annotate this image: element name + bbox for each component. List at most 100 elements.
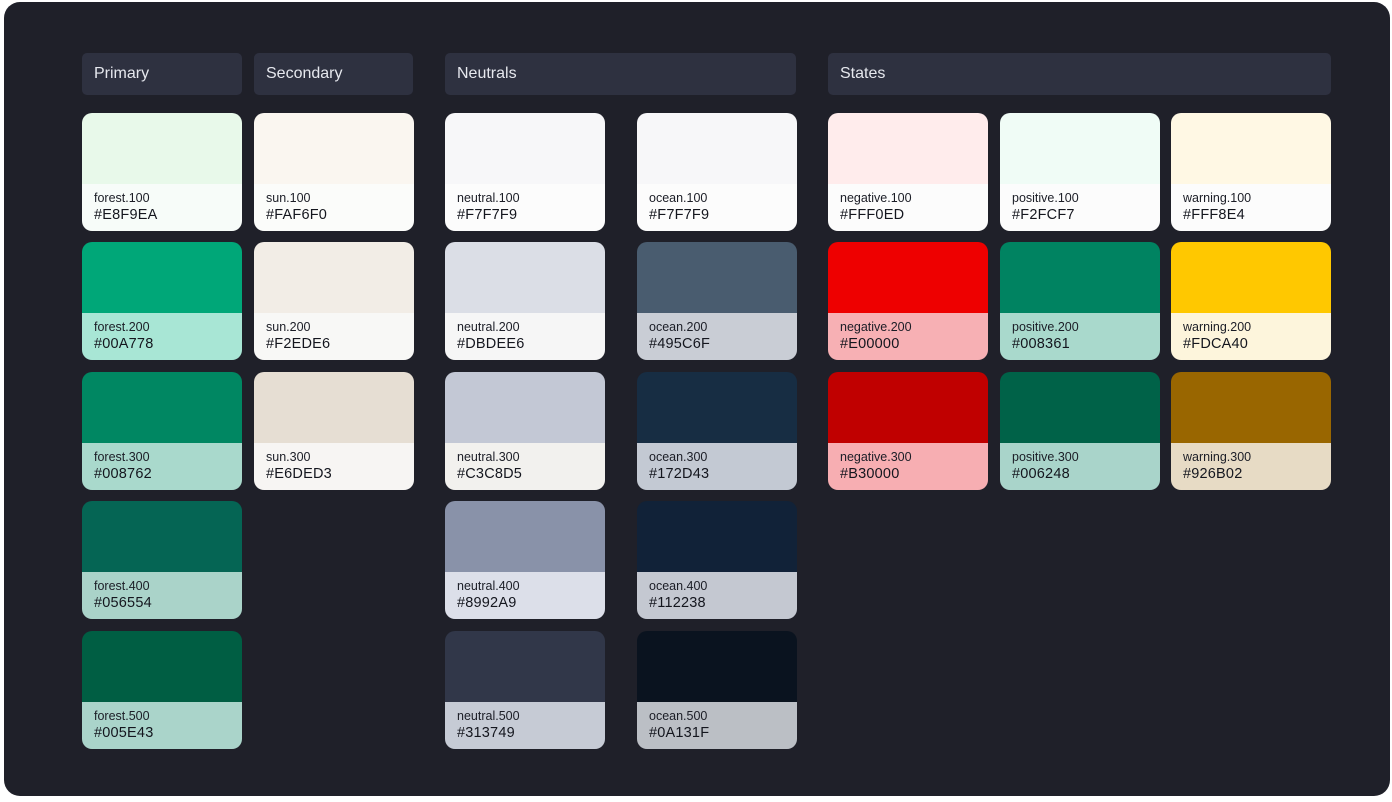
swatch-hex: #0A131F	[649, 725, 710, 741]
swatch-card[interactable]: neutral.400 #8992A9	[445, 501, 605, 619]
swatch-hex: #172D43	[649, 466, 710, 482]
swatch-card[interactable]: negative.200 #E00000	[828, 242, 988, 360]
swatch-color	[82, 631, 242, 702]
swatch-info: positive.100 #F2FCF7	[1000, 184, 1160, 231]
swatch-hex: #00A778	[94, 336, 154, 352]
swatch-hex: #006248	[1012, 466, 1070, 482]
swatch-info: neutral.200 #DBDEE6	[445, 313, 605, 360]
group-header-secondary: Secondary	[254, 53, 413, 95]
swatch-card[interactable]: sun.100 #FAF6F0	[254, 113, 414, 231]
swatch-color	[254, 242, 414, 313]
swatch-color	[445, 372, 605, 443]
swatch-info: negative.100 #FFF0ED	[828, 184, 988, 231]
swatch-card[interactable]: forest.100 #E8F9EA	[82, 113, 242, 231]
swatch-info: ocean.400 #112238	[637, 572, 797, 619]
swatch-color	[637, 242, 797, 313]
swatch-info: ocean.300 #172D43	[637, 443, 797, 490]
swatch-color	[1171, 372, 1331, 443]
swatch-card[interactable]: neutral.100 #F7F7F9	[445, 113, 605, 231]
swatch-card[interactable]: sun.200 #F2EDE6	[254, 242, 414, 360]
swatch-card[interactable]: neutral.500 #313749	[445, 631, 605, 749]
swatch-card[interactable]: ocean.300 #172D43	[637, 372, 797, 490]
swatch-card[interactable]: neutral.300 #C3C8D5	[445, 372, 605, 490]
swatch-card[interactable]: ocean.400 #112238	[637, 501, 797, 619]
swatch-info: ocean.100 #F7F7F9	[637, 184, 797, 231]
swatch-name: positive.300	[1012, 450, 1079, 464]
swatch-info: ocean.500 #0A131F	[637, 702, 797, 749]
swatch-hex: #056554	[94, 595, 152, 611]
swatch-info: forest.500 #005E43	[82, 702, 242, 749]
swatch-name: positive.200	[1012, 320, 1079, 334]
swatch-card[interactable]: negative.300 #B30000	[828, 372, 988, 490]
swatch-color	[445, 242, 605, 313]
swatch-hex: #008762	[94, 466, 152, 482]
swatch-color	[445, 113, 605, 184]
swatch-card[interactable]: ocean.200 #495C6F	[637, 242, 797, 360]
group-title: States	[840, 65, 886, 82]
swatch-info: forest.200 #00A778	[82, 313, 242, 360]
swatch-name: warning.300	[1183, 450, 1252, 464]
swatch-card[interactable]: ocean.100 #F7F7F9	[637, 113, 797, 231]
swatch-info: forest.400 #056554	[82, 572, 242, 619]
swatch-hex: #DBDEE6	[457, 336, 525, 352]
group-header-states: States	[828, 53, 1331, 95]
swatch-name: forest.200	[94, 320, 150, 334]
swatch-hex: #E00000	[840, 336, 900, 352]
swatch-name: negative.200	[840, 320, 912, 334]
swatch-card[interactable]: sun.300 #E6DED3	[254, 372, 414, 490]
swatch-hex: #008361	[1012, 336, 1070, 352]
swatch-color	[445, 631, 605, 702]
swatch-card[interactable]: positive.100 #F2FCF7	[1000, 113, 1160, 231]
swatch-name: ocean.400	[649, 579, 708, 593]
swatch-name: forest.300	[94, 450, 150, 464]
swatch-card[interactable]: ocean.500 #0A131F	[637, 631, 797, 749]
swatch-name: forest.500	[94, 709, 150, 723]
swatch-hex: #FFF8E4	[1183, 207, 1245, 223]
swatch-hex: #E6DED3	[266, 466, 332, 482]
swatch-name: ocean.300	[649, 450, 708, 464]
swatch-name: neutral.500	[457, 709, 520, 723]
swatch-card[interactable]: negative.100 #FFF0ED	[828, 113, 988, 231]
swatch-hex: #E8F9EA	[94, 207, 158, 223]
swatch-color	[828, 372, 988, 443]
group-title: Secondary	[266, 65, 343, 82]
swatch-hex: #313749	[457, 725, 515, 741]
swatch-hex: #F7F7F9	[457, 207, 518, 223]
swatch-color	[445, 501, 605, 572]
swatch-card[interactable]: forest.300 #008762	[82, 372, 242, 490]
swatch-color	[254, 113, 414, 184]
swatch-color	[828, 113, 988, 184]
group-title: Primary	[94, 65, 150, 82]
swatch-name: neutral.400	[457, 579, 520, 593]
swatch-card[interactable]: warning.100 #FFF8E4	[1171, 113, 1331, 231]
swatch-card[interactable]: positive.300 #006248	[1000, 372, 1160, 490]
swatch-info: forest.100 #E8F9EA	[82, 184, 242, 231]
swatch-hex: #495C6F	[649, 336, 711, 352]
swatch-color	[82, 372, 242, 443]
swatch-color	[637, 501, 797, 572]
swatch-name: ocean.500	[649, 709, 708, 723]
swatch-card[interactable]: forest.500 #005E43	[82, 631, 242, 749]
swatch-card[interactable]: neutral.200 #DBDEE6	[445, 242, 605, 360]
swatch-name: sun.100	[266, 191, 311, 205]
swatch-color	[1171, 113, 1331, 184]
swatch-card[interactable]: forest.400 #056554	[82, 501, 242, 619]
swatch-card[interactable]: positive.200 #008361	[1000, 242, 1160, 360]
group-title: Neutrals	[457, 65, 517, 82]
swatch-name: negative.100	[840, 191, 912, 205]
swatch-hex: #F2EDE6	[266, 336, 331, 352]
swatch-name: negative.300	[840, 450, 912, 464]
swatch-color	[254, 372, 414, 443]
swatch-name: ocean.100	[649, 191, 708, 205]
swatch-info: warning.100 #FFF8E4	[1171, 184, 1331, 231]
swatch-info: warning.300 #926B02	[1171, 443, 1331, 490]
swatch-card[interactable]: warning.300 #926B02	[1171, 372, 1331, 490]
swatch-info: sun.200 #F2EDE6	[254, 313, 414, 360]
swatch-name: forest.100	[94, 191, 150, 205]
swatch-color	[1171, 242, 1331, 313]
swatch-color	[637, 631, 797, 702]
swatch-info: positive.200 #008361	[1000, 313, 1160, 360]
swatch-card[interactable]: warning.200 #FDCA40	[1171, 242, 1331, 360]
swatch-info: warning.200 #FDCA40	[1171, 313, 1331, 360]
swatch-card[interactable]: forest.200 #00A778	[82, 242, 242, 360]
